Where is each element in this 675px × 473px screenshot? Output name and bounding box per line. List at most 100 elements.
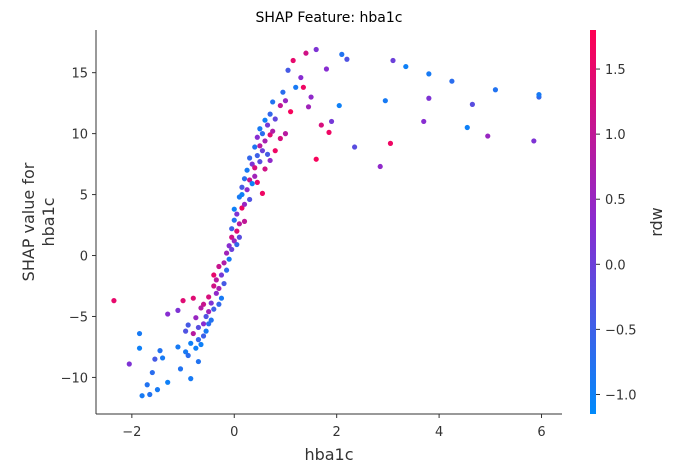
scatter-point — [426, 95, 432, 101]
scatter-point — [352, 144, 358, 150]
points-layer — [111, 46, 542, 399]
scatter-point — [185, 352, 191, 359]
colorbar-tick-label: −1.0 — [605, 388, 637, 403]
scatter-point — [270, 128, 276, 134]
scatter-point — [262, 166, 268, 172]
scatter-point — [290, 57, 296, 64]
scatter-point — [231, 238, 237, 244]
scatter-point — [234, 241, 240, 248]
scatter-point — [200, 321, 207, 327]
scatter-point — [177, 366, 184, 372]
scatter-point — [257, 126, 263, 132]
scatter-point — [252, 144, 258, 150]
scatter-point — [298, 74, 304, 81]
scatter-point — [206, 321, 212, 327]
scatter-point — [421, 118, 427, 125]
scatter-point — [313, 156, 319, 162]
scatter-point — [377, 163, 383, 170]
scatter-point — [211, 306, 217, 312]
scatter-point — [449, 78, 455, 84]
scatter-point — [390, 57, 396, 64]
scatter-point — [252, 173, 258, 179]
scatter-point — [216, 263, 222, 270]
scatter-point — [259, 190, 266, 196]
scatter-point — [303, 50, 309, 56]
scatter-point — [236, 234, 242, 240]
colorbar-tick-label: 0.5 — [605, 193, 626, 208]
y-axis-label-line: hba1c — [39, 197, 58, 246]
y-tick-label: 10 — [71, 128, 88, 143]
y-tick-label: −5 — [69, 310, 88, 325]
scatter-point — [175, 344, 181, 350]
scatter-point — [244, 167, 250, 173]
scatter-point — [221, 280, 227, 287]
scatter-point — [234, 228, 240, 234]
scatter-point — [111, 298, 117, 304]
scatter-point — [244, 187, 250, 193]
scatter-point — [267, 132, 273, 138]
scatter-point — [203, 313, 209, 320]
scatter-point — [147, 391, 153, 398]
scatter-point — [175, 307, 181, 313]
scatter-point — [188, 376, 194, 382]
scatter-point — [305, 104, 312, 110]
scatter-point — [221, 260, 227, 266]
scatter-point — [536, 92, 542, 98]
scatter-point — [213, 277, 219, 283]
scatter-point — [229, 234, 235, 240]
y-axis-label: SHAP value forhba1c — [19, 162, 58, 281]
scatter-point — [190, 330, 196, 337]
scatter-point — [280, 89, 286, 95]
scatter-point — [195, 324, 202, 331]
scatter-point — [469, 101, 475, 107]
scatter-point — [223, 250, 230, 256]
scatter-point — [308, 94, 314, 100]
scatter-point — [200, 301, 207, 307]
scatter-point — [198, 305, 204, 311]
scatter-point — [485, 133, 491, 139]
scatter-point — [216, 301, 222, 307]
scatter-point — [293, 84, 299, 90]
scatter-point — [216, 285, 222, 292]
scatter-point — [195, 358, 202, 365]
scatter-point — [208, 317, 214, 323]
colorbar-tick-label: −0.5 — [605, 323, 637, 338]
scatter-point — [188, 340, 194, 346]
scatter-point — [236, 221, 242, 227]
scatter-point — [267, 157, 273, 164]
scatter-point — [229, 226, 235, 232]
scatter-point — [136, 345, 143, 351]
scatter-point — [165, 379, 171, 385]
scatter-point — [328, 118, 335, 125]
x-tick-label: 0 — [230, 425, 238, 440]
scatter-point — [254, 152, 260, 159]
scatter-point — [126, 361, 132, 367]
scatter-point — [223, 267, 230, 273]
scatter-point — [206, 309, 212, 315]
scatter-point — [239, 191, 245, 198]
scatter-point — [287, 109, 294, 115]
y-axis-label-line: SHAP value for — [19, 162, 38, 281]
scatter-point — [426, 71, 432, 77]
colorbar-tick-label: 1.5 — [605, 63, 626, 78]
scatter-point — [254, 134, 260, 140]
scatter-point — [203, 328, 209, 334]
scatter-point — [226, 256, 232, 262]
scatter-point — [157, 348, 163, 354]
scatter-point — [231, 217, 237, 223]
y-tick-label: 5 — [80, 189, 88, 204]
scatter-point — [387, 140, 394, 146]
scatter-point — [193, 315, 199, 321]
scatter-point — [264, 122, 271, 128]
scatter-point — [272, 116, 278, 122]
scatter-point — [218, 272, 225, 278]
scatter-point — [180, 298, 186, 304]
scatter-point — [282, 98, 289, 104]
scatter-point — [226, 243, 232, 249]
scatter-point — [252, 165, 258, 171]
scatter-point — [282, 131, 289, 137]
chart-title: SHAP Feature: hba1c — [256, 10, 403, 26]
scatter-point — [159, 355, 166, 361]
scatter-point — [254, 179, 260, 185]
scatter-point — [241, 201, 248, 207]
